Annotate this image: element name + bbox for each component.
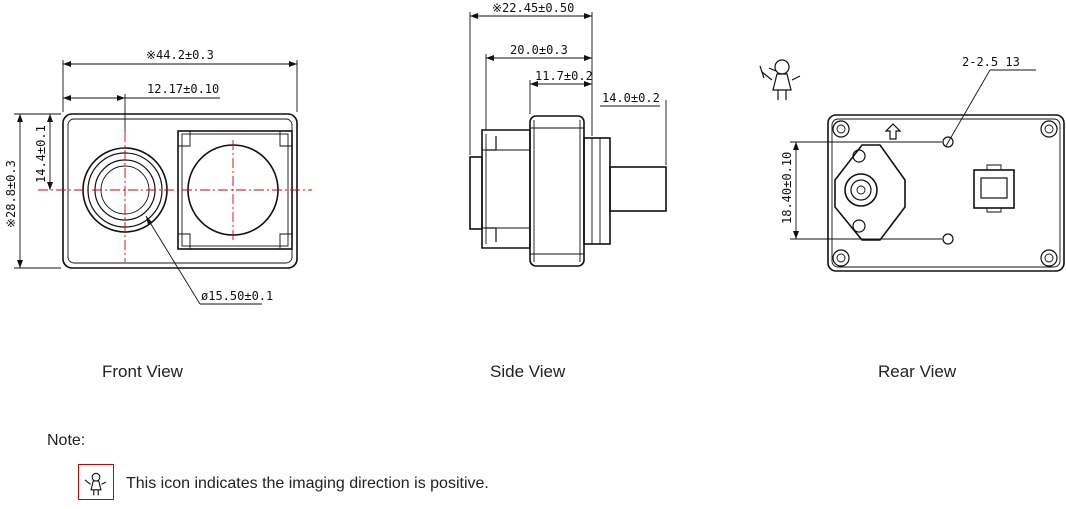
side-main-details [530,120,584,262]
side-back-housing [481,129,531,249]
screw-icon [1040,120,1058,138]
front-leader-arrow [146,216,152,225]
rear-body-inner-outline [831,118,1061,268]
flange-screw [852,219,866,233]
mount-hole [942,136,954,148]
front-body-outline [62,113,298,269]
side-dim-total: ※22.45±0.50 [492,1,574,15]
front-dim-lens-height: 14.4±0.1 [34,125,48,183]
front-view: ※44.2±0.3 12.17±0.10 ※28.8±0.3 14.4±0.1 … [4,48,312,305]
side-main-housing [529,115,585,267]
rear-view: 2-2.5 13 18.40±0.10 [759,55,1065,272]
rear-connector-ring [850,179,872,201]
front-dim-height: ※28.8±0.3 [4,160,18,228]
rear-connector-outer [844,173,878,207]
rear-body-outline [827,114,1065,272]
flange-screw [852,149,866,163]
front-leader-line [145,215,201,305]
rear-side-connector [973,169,1015,209]
front-dim-lens-offset: 12.17±0.10 [147,82,219,96]
screw-icon [1040,249,1058,267]
caption-front-view: Front View [102,362,183,381]
side-back-tabs [486,136,497,242]
note-text: This icon indicates the imaging directio… [126,475,489,492]
side-rear-plate [469,156,483,230]
side-dim-body: 20.0±0.3 [510,43,568,57]
screw-icon [832,249,850,267]
rear-connector-pin [856,185,866,195]
person-icon [759,59,801,100]
side-lens-barrel [609,166,667,212]
side-dim-lens-diameter: 14.0±0.2 [602,91,660,105]
front-dim-width: ※44.2±0.3 [146,48,214,62]
rear-side-connector-inner [980,177,1008,199]
side-lens-holder-lines [591,138,601,244]
caption-rear-view: Rear View [878,362,957,381]
front-dim-lens-diameter: ø15.50±0.1 [201,289,273,303]
side-lens-holder [583,137,611,245]
rear-side-connector-tabs [986,164,1002,213]
rear-flange [834,144,906,241]
front-body-inner-outline [67,118,293,264]
side-dim-lens-holder: 11.7±0.2 [535,69,593,83]
mount-hole [942,233,954,245]
front-window-corners [178,131,292,249]
note-label: Note: [47,432,86,449]
arrow-up-icon [884,123,902,140]
side-view: ※22.45±0.50 20.0±0.3 11.7±0.2 14.0±0.2 [469,1,667,267]
rear-dim-holes: 2-2.5 13 [962,55,1020,69]
screw-icon [832,120,850,138]
rear-dim-hole-spacing: 18.40±0.10 [780,152,794,224]
rear-leader-line [945,69,991,147]
front-dim-arrows [47,114,53,190]
caption-side-view: Side View [490,362,566,381]
note-person-icon [78,464,114,500]
